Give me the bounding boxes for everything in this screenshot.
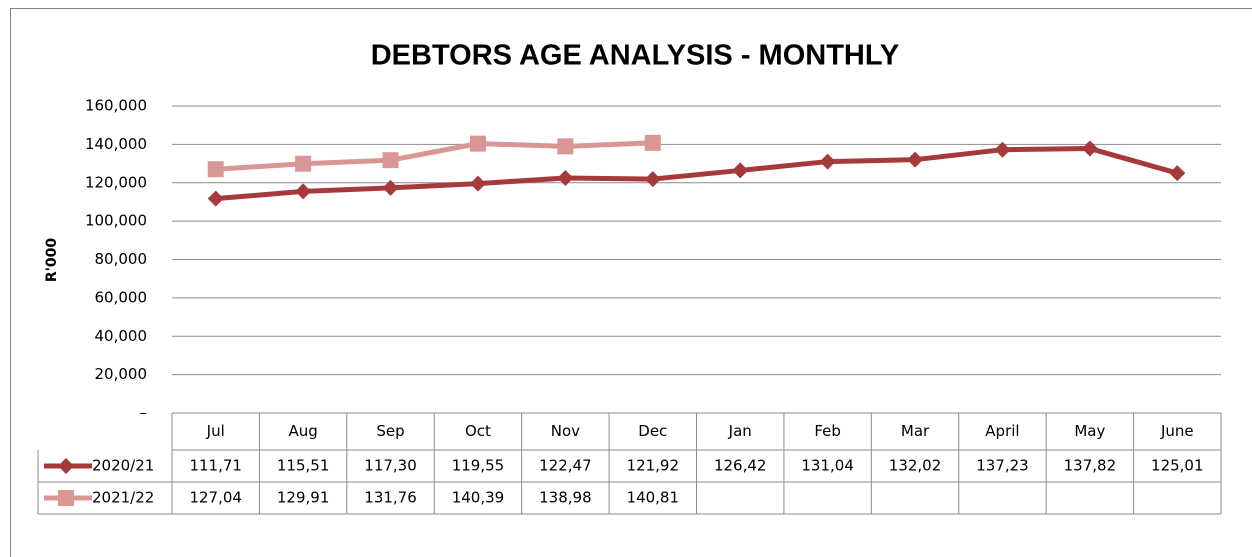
series-marker xyxy=(207,161,224,178)
y-tick-label: 120,000 xyxy=(85,173,147,191)
legend-swatch-marker xyxy=(58,458,74,474)
legend-label: 2021/22 xyxy=(92,489,154,507)
x-tick-label: Nov xyxy=(551,422,580,440)
series-marker xyxy=(1169,165,1186,182)
x-tick-label: Feb xyxy=(814,422,841,440)
table-cell: 117,30 xyxy=(364,457,417,475)
table-cell: 131,76 xyxy=(364,489,417,507)
x-tick-label: Aug xyxy=(288,422,317,440)
x-tick-label: May xyxy=(1074,422,1105,440)
y-axis-label: R'000 xyxy=(44,238,60,283)
series-line xyxy=(215,140,653,172)
table-cell: 131,04 xyxy=(801,457,854,475)
series-marker xyxy=(557,170,574,187)
table-cell: 140,81 xyxy=(627,489,680,507)
chart-title: DEBTORS AGE ANALYSIS - MONTHLY xyxy=(371,40,900,72)
x-tick-label: Jan xyxy=(728,422,752,440)
x-tick-label: Jul xyxy=(206,422,225,440)
legend-swatch-marker xyxy=(58,490,74,506)
table-cell: 119,55 xyxy=(452,457,505,475)
table-cell: 115,51 xyxy=(277,457,330,475)
x-tick-label: June xyxy=(1160,422,1194,440)
series-marker xyxy=(644,134,661,151)
series-marker xyxy=(907,151,924,168)
series-marker xyxy=(644,171,661,188)
series-line xyxy=(215,146,1178,202)
table-cell: 127,04 xyxy=(189,489,242,507)
y-tick-label: – xyxy=(140,404,148,422)
series-marker xyxy=(382,152,399,169)
table-cell: 138,98 xyxy=(539,489,592,507)
legend-label: 2020/21 xyxy=(92,457,154,475)
y-tick-label: 80,000 xyxy=(95,250,148,268)
x-tick-label: Dec xyxy=(638,422,667,440)
y-tick-label: 140,000 xyxy=(85,135,147,153)
series-marker xyxy=(1081,140,1098,157)
series-marker xyxy=(382,179,399,196)
series-marker xyxy=(469,135,486,152)
y-tick-label: 160,000 xyxy=(85,97,147,115)
table-cell: 111,71 xyxy=(189,457,242,475)
series-marker xyxy=(819,153,836,170)
table-cell: 140,39 xyxy=(452,489,505,507)
y-tick-label: 60,000 xyxy=(95,288,148,306)
table-cell: 125,01 xyxy=(1151,457,1204,475)
x-tick-label: Sep xyxy=(376,422,404,440)
y-tick-label: 40,000 xyxy=(95,327,148,345)
table-cell: 137,82 xyxy=(1064,457,1117,475)
chart-frame xyxy=(10,8,1252,557)
series-marker xyxy=(295,155,312,172)
series-marker xyxy=(207,190,224,207)
series-marker xyxy=(994,141,1011,158)
x-tick-label: Oct xyxy=(465,422,491,440)
table-cell: 137,23 xyxy=(976,457,1029,475)
series-marker xyxy=(557,138,574,155)
series-marker xyxy=(295,183,312,200)
x-tick-label: April xyxy=(985,422,1019,440)
table-cell: 121,92 xyxy=(627,457,680,475)
table-cell: 126,42 xyxy=(714,457,767,475)
table-cell: 129,91 xyxy=(277,489,330,507)
series-marker xyxy=(732,162,749,179)
series-marker xyxy=(469,175,486,192)
y-tick-label: 20,000 xyxy=(95,365,148,383)
y-tick-label: 100,000 xyxy=(85,212,147,230)
x-tick-label: Mar xyxy=(901,422,930,440)
table-cell: 122,47 xyxy=(539,457,592,475)
table-cell: 132,02 xyxy=(889,457,942,475)
